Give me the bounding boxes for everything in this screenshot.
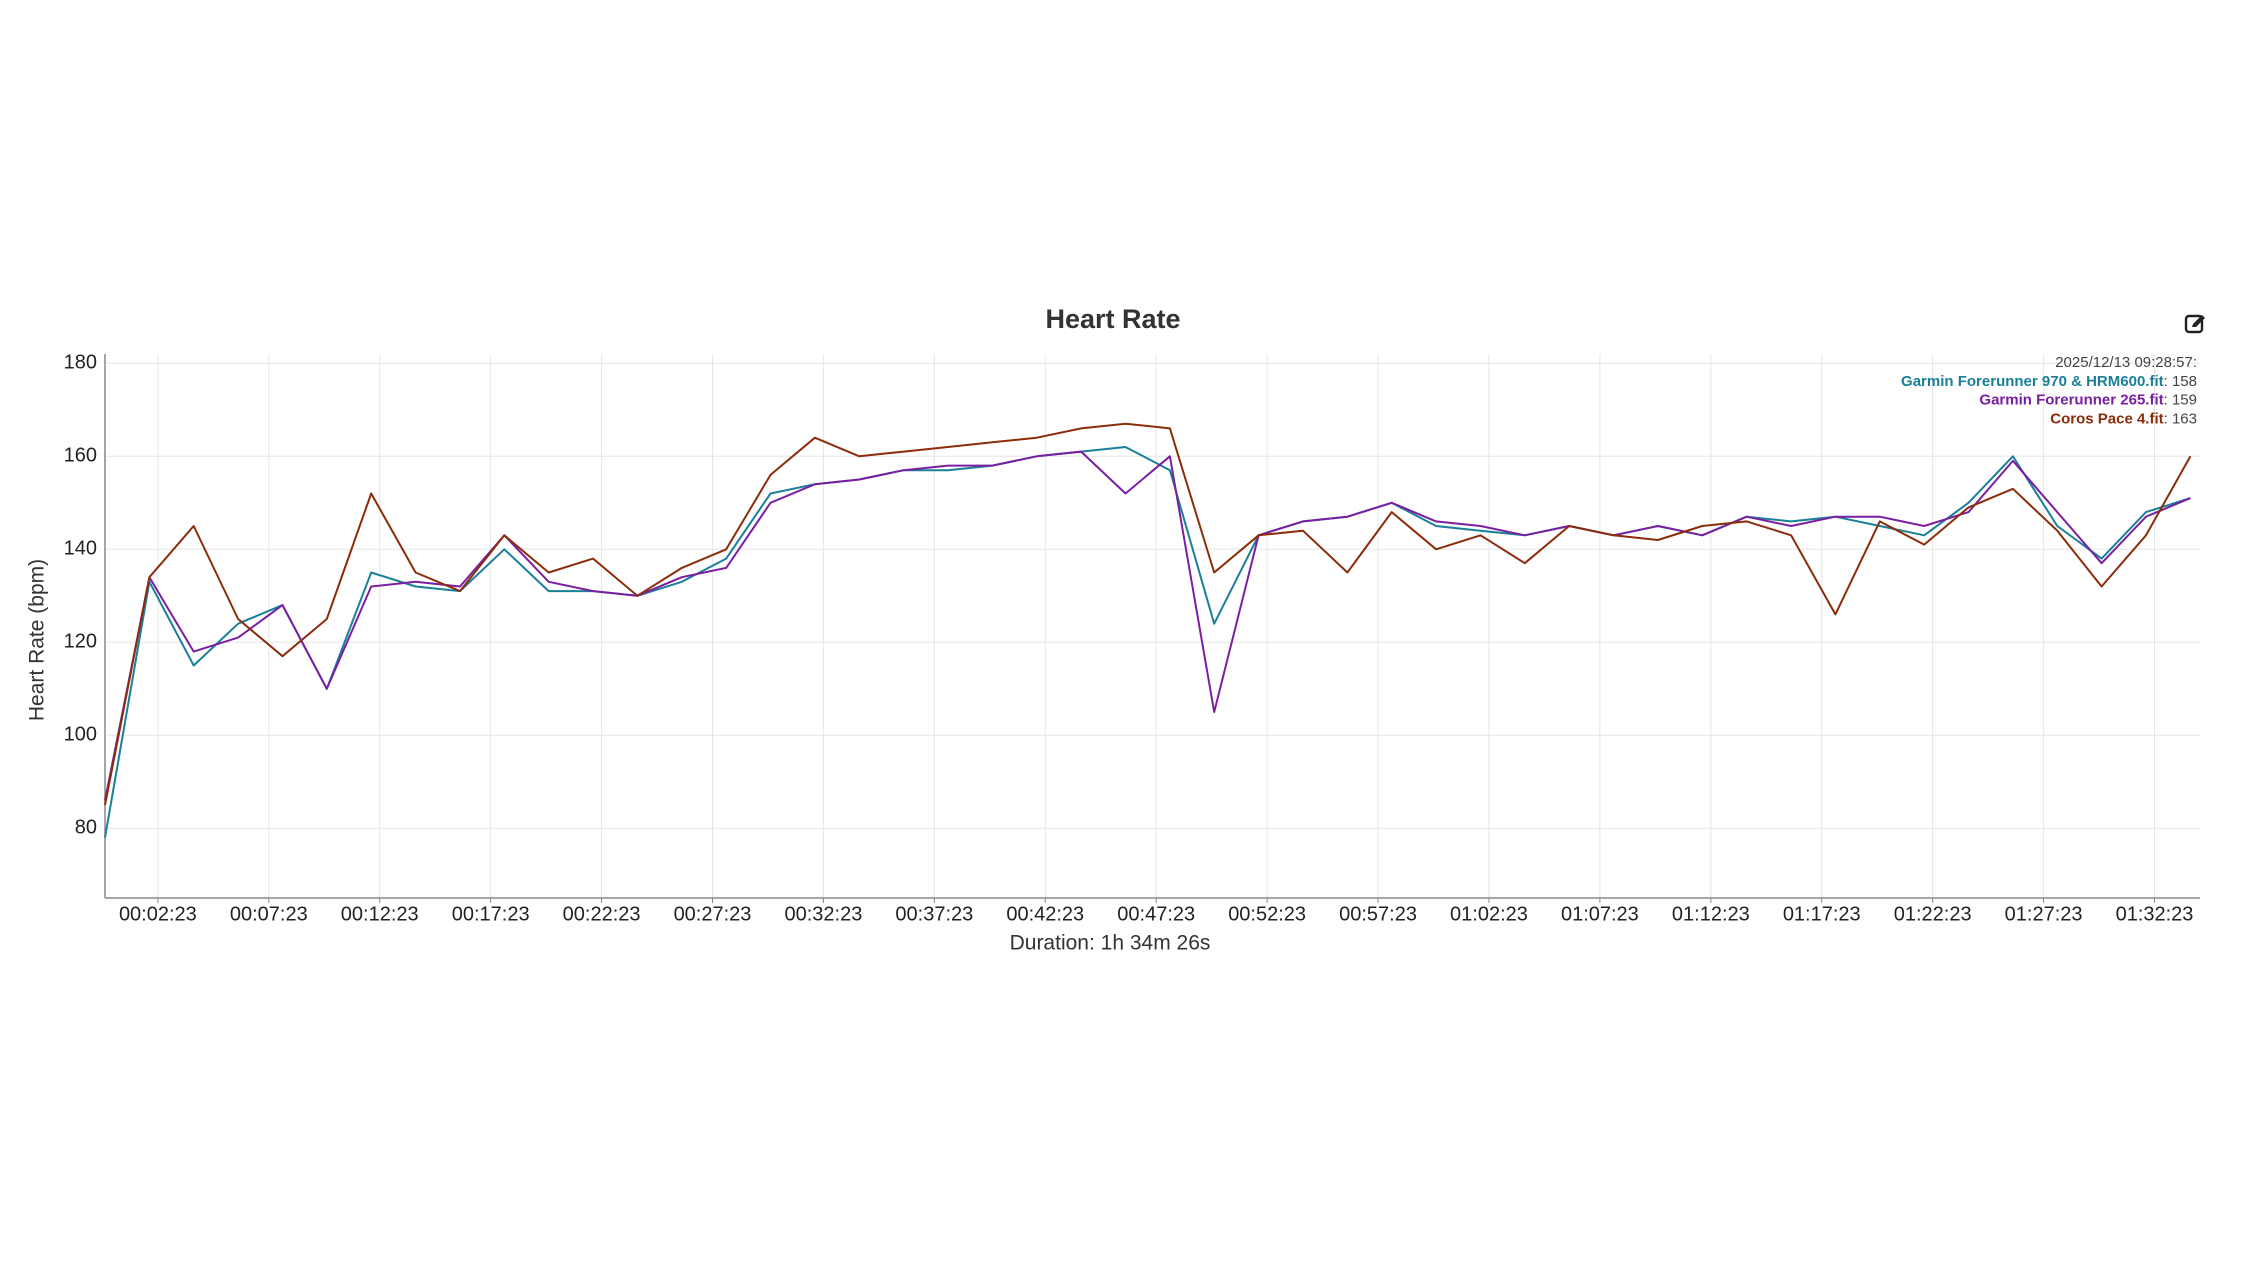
x-tick-label: 00:22:23 — [563, 903, 641, 925]
series-line — [104, 450, 2191, 801]
tooltip-title: 2025/12/13 09:28:57: — [2055, 354, 2197, 371]
x-tick-label: 00:37:23 — [895, 903, 973, 925]
x-tick-label: 00:12:23 — [341, 903, 419, 925]
chart-title: Heart Rate — [1045, 304, 1180, 334]
y-axis-label: Heart Rate (bpm) — [26, 559, 49, 721]
edit-icon-pen — [2192, 315, 2205, 327]
edit-icon-box — [2184, 314, 2204, 334]
x-tick-label: 01:12:23 — [1672, 903, 1750, 925]
x-tick-label: 01:27:23 — [2005, 903, 2083, 925]
x-tick-label: 00:02:23 — [119, 903, 197, 925]
y-tick-label: 180 — [64, 352, 97, 374]
legend-name: Coros Pace 4.fit — [2050, 410, 2163, 427]
y-tick-label: 120 — [64, 631, 97, 653]
x-tick-label: 00:52:23 — [1228, 903, 1306, 925]
legend-name: Garmin Forerunner 970 & HRM600.fit — [1901, 373, 2164, 390]
x-tick-label: 00:17:23 — [452, 903, 530, 925]
legend-value: : 159 — [2164, 392, 2197, 409]
x-tick-label: 01:22:23 — [1894, 903, 1972, 925]
legend-entry: Garmin Forerunner 265.fit: 159 — [1979, 392, 2197, 409]
legend-entry: Coros Pace 4.fit: 163 — [2050, 410, 2197, 427]
y-tick-label: 100 — [64, 724, 97, 746]
x-tick-label: 01:17:23 — [1783, 903, 1861, 925]
x-tick-label: 01:02:23 — [1450, 903, 1528, 925]
series-line — [104, 422, 2192, 806]
legend-value: : 158 — [2164, 373, 2197, 390]
legend-name: Garmin Forerunner 265.fit — [1979, 392, 2163, 409]
x-tick-label: 00:47:23 — [1117, 903, 1195, 925]
x-tick-label: 00:07:23 — [230, 903, 308, 925]
y-tick-label: 140 — [64, 538, 97, 560]
x-tick-label: 00:42:23 — [1006, 903, 1084, 925]
legend-value: : 163 — [2164, 410, 2197, 427]
x-tick-label: 00:57:23 — [1339, 903, 1417, 925]
y-tick-label: 80 — [75, 817, 97, 839]
x-tick-label: 00:32:23 — [784, 903, 862, 925]
x-tick-label: 01:32:23 — [2116, 903, 2194, 925]
legend-entry: Garmin Forerunner 970 & HRM600.fit: 158 — [1901, 373, 2197, 390]
y-tick-label: 160 — [64, 445, 97, 467]
x-tick-label: 01:07:23 — [1561, 903, 1639, 925]
edit-button[interactable] — [2184, 314, 2205, 334]
x-axis-label: Duration: 1h 34m 26s — [1010, 932, 1211, 955]
series-line — [104, 446, 2191, 838]
x-tick-label: 00:27:23 — [674, 903, 752, 925]
